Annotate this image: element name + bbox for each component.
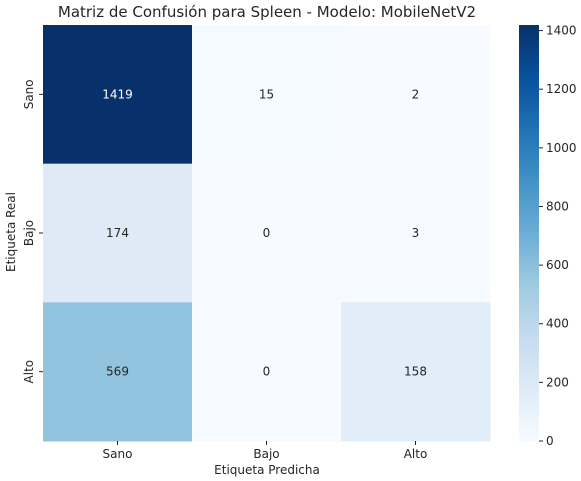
x-axis-label: Etiqueta Predicha [214, 463, 320, 477]
x-tick-label: Bajo [253, 447, 279, 461]
colorbar-tick-label: 400 [546, 317, 569, 331]
heatmap-cell [341, 163, 491, 303]
heatmap-cell [43, 163, 193, 303]
colorbar-tick-label: 1400 [546, 24, 577, 38]
colorbar-tick-label: 200 [546, 375, 569, 389]
cell-value-label: 0 [263, 365, 271, 379]
heatmap-cell [43, 302, 193, 442]
y-axis-ticks: Sano Bajo Alto [22, 79, 43, 383]
cell-value-label: 0 [263, 226, 271, 240]
cell-value-label: 2 [412, 87, 420, 101]
cell-value-label: 158 [404, 365, 427, 379]
cell-value-label: 15 [259, 87, 274, 101]
y-tick-label: Alto [22, 360, 36, 384]
heatmap-cells [43, 25, 491, 442]
y-tick-label: Sano [22, 79, 36, 109]
cell-value-label: 3 [412, 226, 420, 240]
colorbar-tick-label: 1000 [546, 141, 577, 155]
y-tick-label: Bajo [22, 220, 36, 246]
colorbar-tick-label: 1200 [546, 82, 577, 96]
cell-value-label: 569 [106, 365, 129, 379]
colorbar-tick-label: 0 [546, 434, 554, 448]
colorbar-ticks: 0 200 400 600 800 1000 1200 1400 [539, 24, 577, 448]
cell-value-label: 1419 [102, 87, 133, 101]
heatmap-cell [192, 163, 342, 303]
x-axis-ticks: Sano Bajo Alto [103, 441, 428, 461]
heatmap-cell [341, 25, 491, 165]
chart-title: Matriz de Confusión para Spleen - Modelo… [58, 3, 476, 21]
x-tick-label: Sano [103, 447, 133, 461]
heatmap-cell [192, 25, 342, 165]
x-tick-label: Alto [404, 447, 428, 461]
cell-value-label: 174 [106, 226, 129, 240]
heatmap-cell [192, 302, 342, 442]
colorbar-tick-label: 800 [546, 199, 569, 213]
heatmap-cell [341, 302, 491, 442]
heatmap-cell [43, 25, 193, 165]
colorbar-tick-label: 600 [546, 258, 569, 272]
heatmap-cell-labels: 1419 15 2 174 0 3 569 0 158 [102, 87, 427, 378]
colorbar [519, 25, 539, 441]
y-axis-label: Etiqueta Real [4, 192, 18, 272]
